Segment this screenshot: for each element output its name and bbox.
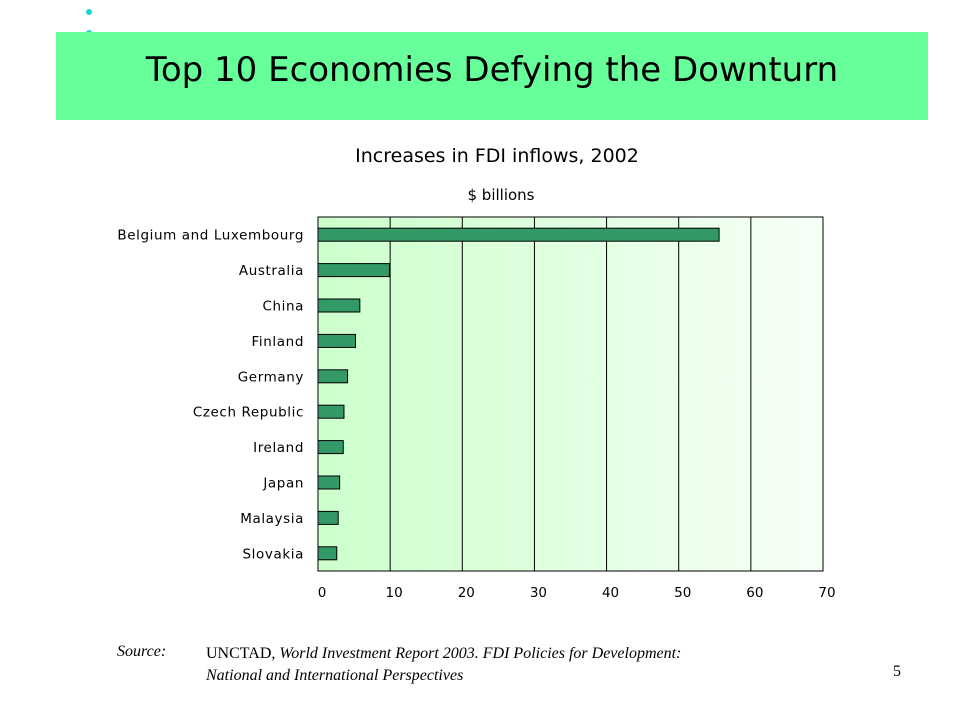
category-label: Czech Republic xyxy=(193,405,304,421)
x-tick-label: 20 xyxy=(458,585,475,601)
category-label: Finland xyxy=(252,334,304,350)
category-label: Belgium and Luxembourg xyxy=(117,228,304,244)
category-label: Slovakia xyxy=(243,546,304,562)
slide-title: Top 10 Economies Defying the Downturn xyxy=(145,50,839,90)
x-tick-label: 50 xyxy=(674,585,691,601)
x-tick-label: 30 xyxy=(530,585,547,601)
chart-subtitle: $ billions xyxy=(467,186,535,204)
source-label: Source: xyxy=(117,643,167,660)
category-label: Ireland xyxy=(253,440,304,456)
slide-bullet-1 xyxy=(86,9,92,15)
source-org: UNCTAD xyxy=(206,645,272,662)
bar xyxy=(317,369,349,384)
category-labels: Belgium and Luxembourg Australia China Finl… xyxy=(117,228,304,563)
page-number: 5 xyxy=(893,663,901,680)
category-label: Malaysia xyxy=(240,511,304,527)
plot-background xyxy=(317,216,824,572)
source-line2: National and International Perspectives xyxy=(206,667,464,684)
bar xyxy=(317,510,339,525)
x-tick-label: 70 xyxy=(818,585,835,601)
plot-area xyxy=(317,216,824,572)
bar xyxy=(317,546,338,561)
bar xyxy=(317,333,357,348)
x-tick-label: 60 xyxy=(746,585,763,601)
bar xyxy=(317,227,720,242)
bar xyxy=(317,298,361,313)
bar xyxy=(317,263,390,278)
category-label: China xyxy=(262,299,304,315)
x-tick-label: 40 xyxy=(602,585,619,601)
x-tick-label: 10 xyxy=(386,585,403,601)
category-label: Germany xyxy=(238,369,304,385)
title-banner: Top 10 Economies Defying the Downturn xyxy=(56,32,928,120)
source-line1: , World Investment Report 2003. FDI Poli… xyxy=(271,645,682,662)
gridlines xyxy=(389,217,752,571)
bar xyxy=(317,404,345,419)
source-citation: UNCTAD, World Investment Report 2003. FD… xyxy=(206,643,806,687)
x-tick-label: 0 xyxy=(318,585,327,601)
bar xyxy=(317,440,344,455)
category-label: Australia xyxy=(239,263,304,279)
chart-title: Increases in FDI inflows, 2002 xyxy=(355,145,639,167)
bars xyxy=(317,227,720,561)
bar xyxy=(317,475,341,490)
category-label: Japan xyxy=(262,476,304,492)
x-tick-labels: 0 10 20 30 40 50 60 70 xyxy=(318,585,836,601)
